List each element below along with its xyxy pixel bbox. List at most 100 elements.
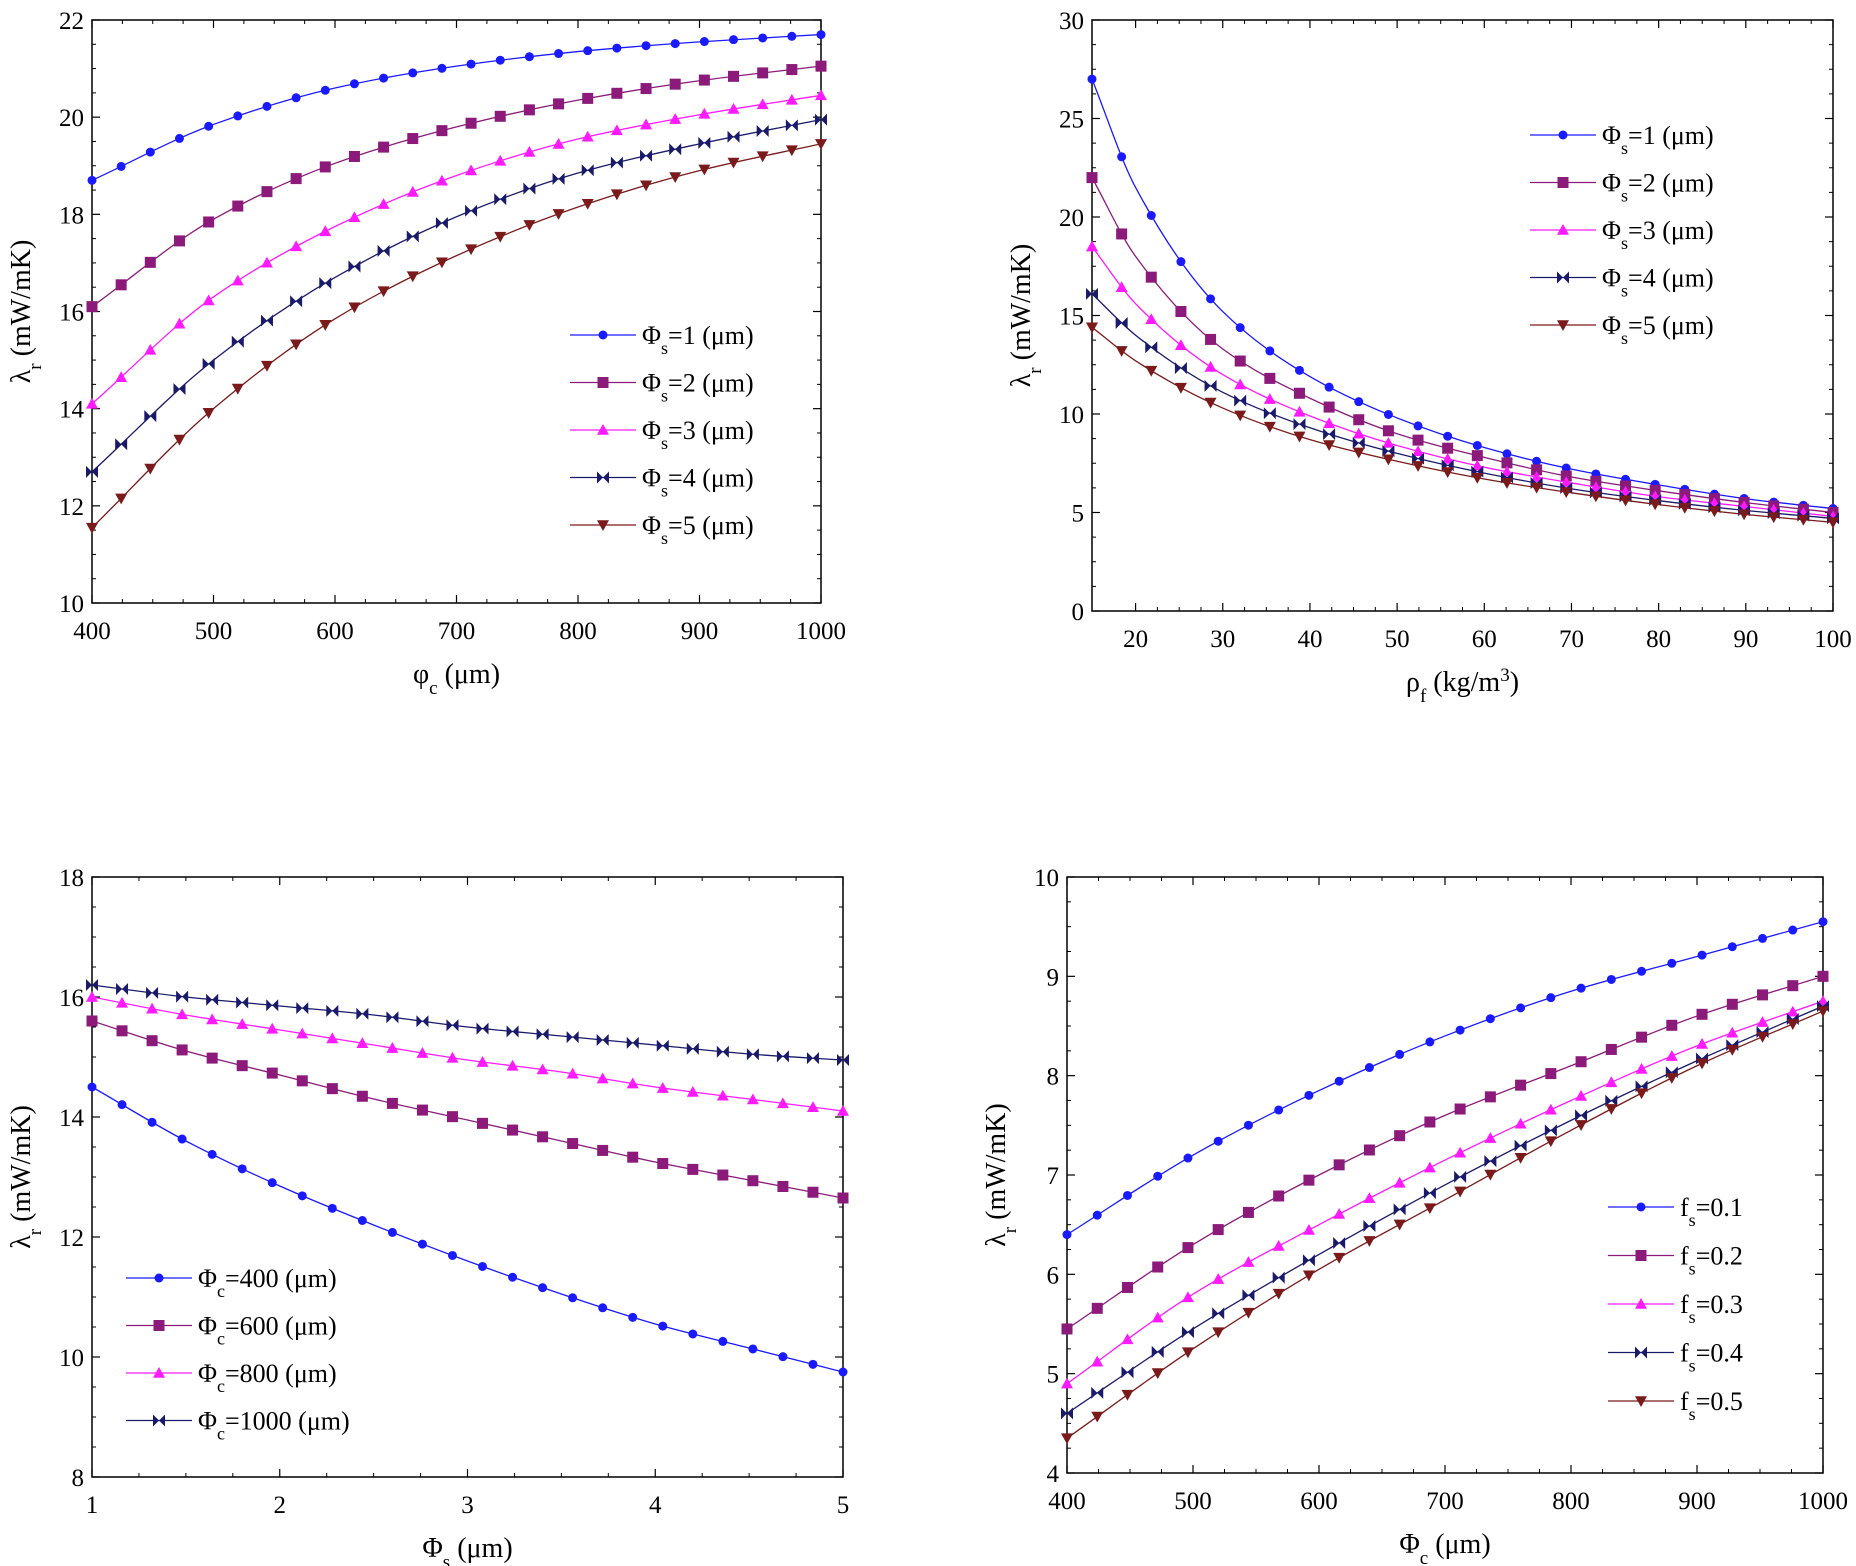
data-point [1151,1368,1164,1380]
data-point [1442,442,1454,454]
data-point [610,124,623,136]
data-point [1424,1116,1436,1128]
data-point [1121,1333,1134,1345]
y-tick-label: 4 [1047,1461,1060,1488]
data-point [206,1052,218,1064]
data-point [1204,379,1217,392]
data-point [656,1082,669,1093]
data-point [1062,1230,1072,1240]
x-axis-label-symbol: Φ [422,1533,442,1564]
legend-label: fs=0.1 [1680,1193,1743,1230]
data-point [1273,1190,1285,1202]
data-point [144,463,157,475]
series-4 [86,113,827,478]
data-point [1115,281,1128,293]
data-point [808,1359,818,1369]
data-point [688,1329,698,1339]
data-point [1264,372,1276,384]
data-point [1575,1109,1588,1122]
data-point [1293,405,1306,417]
y-axis-label-unit: (mW/mK) [981,1103,1012,1227]
data-point [1333,1159,1345,1171]
data-point [1696,1008,1708,1020]
data-point [640,83,652,95]
data-point [583,46,593,56]
data-point [1637,966,1647,976]
legend-label: fs=0.2 [1680,1242,1743,1279]
y-tick-label: 12 [59,494,84,521]
data-point [1605,1076,1618,1088]
data-point [1293,418,1306,431]
data-point [115,438,128,451]
series-line [1092,293,1833,520]
data-point [1363,1192,1376,1204]
data-point [658,1321,668,1331]
data-point [746,1093,759,1105]
legend-symbol: Φ [198,1312,217,1341]
data-point [778,1352,788,1362]
data-point [1086,287,1098,300]
legend-subscript: c [217,1329,225,1349]
legend-suffix: =0.2 [1696,1242,1743,1271]
data-point [232,200,244,212]
data-point [144,343,157,355]
data-point [87,175,97,185]
data-point [1352,447,1365,459]
data-point [628,1312,638,1322]
legend-suffix: =0.5 [1696,1387,1743,1416]
x-axis-label-subscript: c [429,678,437,699]
legend-marker [597,424,609,435]
data-point [116,161,126,171]
data-point [1441,467,1454,479]
data-point [1635,1062,1648,1074]
data-point [1272,1288,1285,1300]
x-axis-label-symbol: Φ [1399,1529,1419,1560]
data-point [1151,1345,1164,1358]
data-point [1152,1261,1164,1273]
data-point [86,1015,98,1027]
data-point [1363,1144,1375,1156]
series-line [1092,326,1833,523]
data-point [596,1033,609,1046]
data-point [1423,1203,1436,1215]
legend-label: fs=0.4 [1680,1339,1743,1376]
data-point [1818,917,1828,927]
data-point [261,186,273,198]
x-tick-label: 400 [73,618,111,645]
x-tick-label: 100 [1814,626,1852,653]
chart-1: 400 500 600 700 800 900 1000 10 12 14 16 18 20 22 φc (… [6,8,846,699]
data-point [1394,1130,1406,1142]
y-axis-label-subscript: r [25,1228,46,1235]
data-point [698,136,711,149]
data-point [1212,1307,1225,1320]
data-point [785,119,798,132]
data-point [296,1002,309,1015]
data-point [1649,499,1662,511]
legend-marker [597,377,609,388]
x-axis-label-unit: (μm) [438,659,500,690]
data-point [1393,1203,1406,1216]
x-tick-label: 900 [1678,1488,1716,1515]
data-point [1560,476,1573,487]
data-point [1708,506,1721,518]
y-tick-label: 10 [59,1345,84,1372]
data-point [1514,1139,1527,1152]
data-point [115,279,127,291]
legend-subscript: s [1621,233,1628,253]
series-line [92,94,821,405]
data-point [465,204,478,217]
x-axis-label-symbol: φ [413,659,429,690]
data-point [407,133,419,145]
data-point [552,137,565,149]
legend-symbol: Φ [198,1407,217,1436]
series-2 [86,1015,849,1204]
data-point [1234,378,1247,390]
y-tick-label: 10 [1059,402,1084,429]
legend-symbol: Φ [642,321,661,350]
series-line [92,33,821,181]
data-point [1323,401,1335,413]
x-tick-label: 50 [1385,626,1410,653]
data-point [1272,1239,1285,1251]
legend-subscript: s [1689,1307,1696,1327]
data-point [319,277,332,290]
